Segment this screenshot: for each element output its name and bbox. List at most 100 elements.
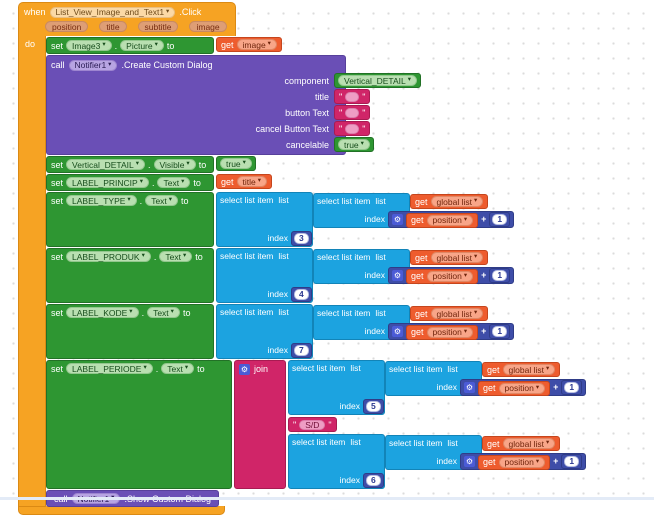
get-global-list-block[interactable]: get global list ▾ [410,306,489,321]
number-block[interactable]: 6 [363,472,384,488]
addition-block[interactable]: ⚙ get position ▾ + 1 [460,452,587,470]
property-dropdown[interactable]: Text ▾ [161,363,195,374]
property-dropdown[interactable]: Text ▾ [145,195,179,206]
variable-dropdown[interactable]: global list ▾ [430,252,484,263]
true-block[interactable]: true ▾ [334,137,374,152]
set-image-picture-block[interactable]: set Image3 ▾ . Picture ▾ to [46,37,214,54]
true-block[interactable]: true ▾ [216,156,256,171]
variable-dropdown[interactable]: position ▾ [426,270,474,282]
property-dropdown[interactable]: Text ▾ [159,251,193,262]
component-dropdown[interactable]: LABEL_KODE ▾ [66,307,139,318]
component-dropdown[interactable]: LABEL_PRODUK ▾ [66,251,151,262]
param-chip-subtitle[interactable]: subtitle [137,21,179,32]
component-dropdown[interactable]: LABEL_PRINCIP ▾ [66,177,149,188]
property-dropdown[interactable]: Visible ▾ [153,159,196,170]
select-list-item-block[interactable]: select list item list select list item lis… [216,192,515,247]
addition-block[interactable]: ⚙ get position ▾ + 1 [460,378,587,396]
inner-select-list-item-block[interactable]: select list item list get global list ▾ in… [313,305,515,340]
number-block[interactable]: 3 [291,230,312,246]
number-block[interactable]: 5 [363,398,384,414]
number-field[interactable]: 1 [492,269,508,281]
horizontal-scrollbar[interactable] [0,497,654,500]
component-dropdown[interactable]: Vertical_DETAIL ▾ [338,75,417,86]
set-label-type-block[interactable]: set LABEL_TYPE ▾ . Text ▾ to [46,192,214,247]
set-label-produk-block[interactable]: set LABEL_PRODUK ▾ . Text ▾ to [46,248,214,303]
addition-block[interactable]: ⚙ get position ▾ + 1 [388,322,515,340]
text-field[interactable] [345,107,360,118]
number-field[interactable]: 1 [492,213,508,225]
sid-text-block[interactable]: " S/D " [288,417,337,432]
component-dropdown[interactable]: Vertical_DETAIL ▾ [66,159,146,170]
get-image-block[interactable]: get image ▾ [216,37,282,52]
addition-block[interactable]: ⚙ get position ▾ + 1 [388,266,515,284]
mutator-gear-icon[interactable]: ⚙ [392,213,403,225]
number-block[interactable]: 1 [489,323,511,339]
get-position-block[interactable]: get position ▾ [478,380,551,396]
number-block[interactable]: 1 [561,453,583,469]
event-component-dropdown[interactable]: List_View_Image_and_Text1 ▾ [49,6,176,18]
component-dropdown[interactable]: Notifier1▾ [68,59,118,71]
variable-dropdown[interactable]: image ▾ [236,39,277,50]
property-dropdown[interactable]: Text ▾ [147,307,180,318]
event-block-header[interactable]: when List_View_Image_and_Text1 ▾ .Click p… [18,2,236,36]
inner-select-list-item-block[interactable]: select list item list get global list ▾ in… [313,193,515,228]
set-visible-block[interactable]: set Vertical_DETAIL ▾ . Visible ▾ to [46,156,214,173]
param-chip-title[interactable]: title [99,21,127,32]
number-block[interactable]: 1 [489,267,511,283]
number-block[interactable]: 1 [561,379,583,395]
join-block-body[interactable]: ⚙ join [234,360,286,489]
get-position-block[interactable]: get position ▾ [406,212,479,228]
number-block[interactable]: 7 [291,342,312,358]
variable-dropdown[interactable]: global list ▾ [502,364,556,375]
mutator-gear-icon[interactable]: ⚙ [464,455,475,467]
variable-dropdown[interactable]: global list ▾ [430,308,484,319]
get-global-list-block[interactable]: get global list ▾ [410,194,489,209]
text-field[interactable] [345,91,360,102]
variable-dropdown[interactable]: position ▾ [426,214,474,226]
index-number-field[interactable]: 6 [366,474,381,486]
variable-dropdown[interactable]: position ▾ [426,326,474,338]
get-position-block[interactable]: get position ▾ [406,268,479,284]
set-label-princip-block[interactable]: set LABEL_PRINCIP ▾ . Text ▾ to [46,174,214,191]
select-list-item-block[interactable]: select list item list select list item lis… [288,434,587,489]
variable-dropdown[interactable]: position ▾ [498,456,546,468]
set-label-kode-block[interactable]: set LABEL_KODE ▾ . Text ▾ to [46,304,214,359]
create-custom-dialog-block[interactable]: call Notifier1 ▾ .Create Custom Dialog co… [46,55,421,155]
mutator-gear-icon[interactable]: ⚙ [392,269,403,281]
variable-dropdown[interactable]: position ▾ [498,382,546,394]
number-block[interactable]: 4 [291,286,312,302]
index-number-field[interactable]: 3 [294,232,309,244]
mutator-gear-icon[interactable]: ⚙ [464,381,475,393]
set-label-periode-block[interactable]: set LABEL_PERIODE ▾ . Text ▾ to [46,360,232,489]
inner-select-list-item-block[interactable]: select list item list get global list ▾ in… [385,435,587,470]
call-block-body[interactable] [46,55,346,155]
text-field[interactable]: S/D [299,419,326,430]
get-position-block[interactable]: get position ▾ [478,454,551,470]
logic-dropdown[interactable]: true ▾ [338,139,370,150]
property-dropdown[interactable]: Picture ▾ [120,40,164,51]
get-title-block[interactable]: get title ▾ [216,174,273,189]
join-block[interactable]: ⚙ join select list item list select list … [234,360,587,489]
component-dropdown[interactable]: Image3 ▾ [66,40,112,51]
empty-text-block[interactable]: " " [334,105,371,120]
addition-block[interactable]: ⚙ get position ▾ + 1 [388,210,515,228]
get-global-list-block[interactable]: get global list ▾ [482,436,561,451]
number-field[interactable]: 1 [564,381,580,393]
number-field[interactable]: 1 [492,325,508,337]
mutator-gear-icon[interactable]: ⚙ [239,364,250,375]
index-number-field[interactable]: 5 [366,400,381,412]
number-field[interactable]: 1 [564,455,580,467]
component-dropdown[interactable]: LABEL_TYPE ▾ [66,195,137,206]
mutator-gear-icon[interactable]: ⚙ [392,325,403,337]
empty-text-block[interactable]: " " [334,89,371,104]
when-event-block[interactable]: when List_View_Image_and_Text1 ▾ .Click p… [18,2,587,515]
select-list-item-block[interactable]: select list item list select list item lis… [216,304,515,359]
component-dropdown[interactable]: LABEL_PERIODE ▾ [66,363,153,374]
empty-text-block[interactable]: " " [334,121,371,136]
param-chip-image[interactable]: image [189,21,227,32]
inner-select-list-item-block[interactable]: select list item list get global list ▾ in… [313,249,515,284]
param-chip-position[interactable]: position [45,21,89,32]
get-global-list-block[interactable]: get global list ▾ [482,362,561,377]
text-field[interactable] [345,123,360,134]
